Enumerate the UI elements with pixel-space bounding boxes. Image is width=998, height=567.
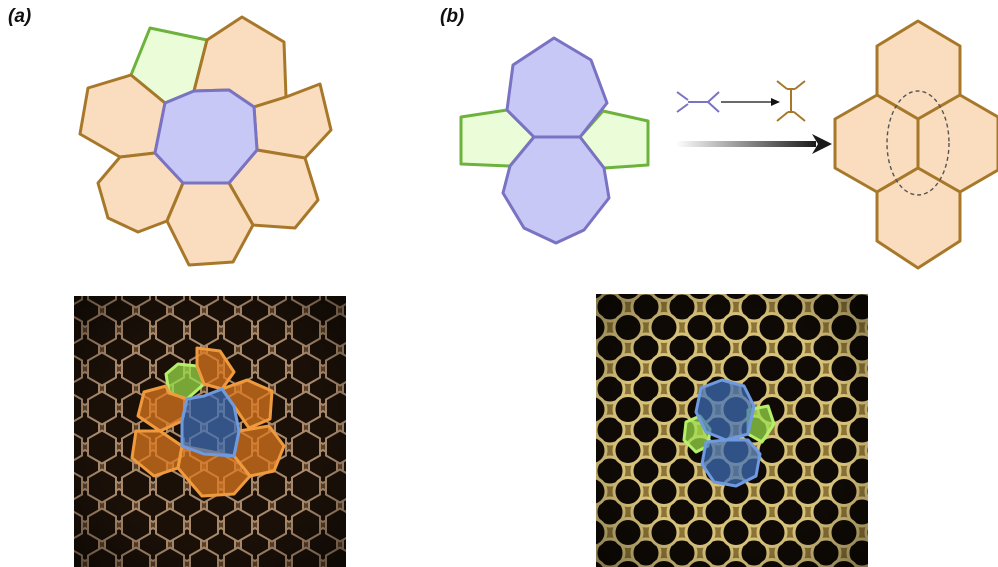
t1-transition-icon-after: [776, 80, 806, 122]
photo-b-blue-lower-cell: [700, 438, 762, 488]
honeycomb-photo-a: [74, 296, 346, 567]
cell-hexagon-right-bottom: [875, 166, 962, 270]
dashed-ellipse-highlight: [886, 90, 950, 196]
t1-transition-icon-before: [676, 91, 720, 113]
honeycomb-photo-b: [596, 294, 868, 567]
cell-octagon-upper-purple: [505, 36, 609, 139]
cell-heptagon-purple: [153, 88, 259, 185]
arrow-right-icon: [721, 98, 780, 106]
diagram-b-hexagons: [833, 19, 998, 270]
gradient-arrow-icon: [676, 134, 832, 154]
panel-label-a: (a): [8, 6, 32, 27]
diagram-a: [78, 15, 333, 267]
photo-a-blue-cell: [180, 387, 241, 458]
photo-b-blue-upper-cell: [694, 378, 756, 442]
panel-label-b: (b): [440, 6, 465, 27]
diagram-b-defect: [459, 36, 650, 245]
cell-octagon-lower-purple: [501, 135, 611, 245]
